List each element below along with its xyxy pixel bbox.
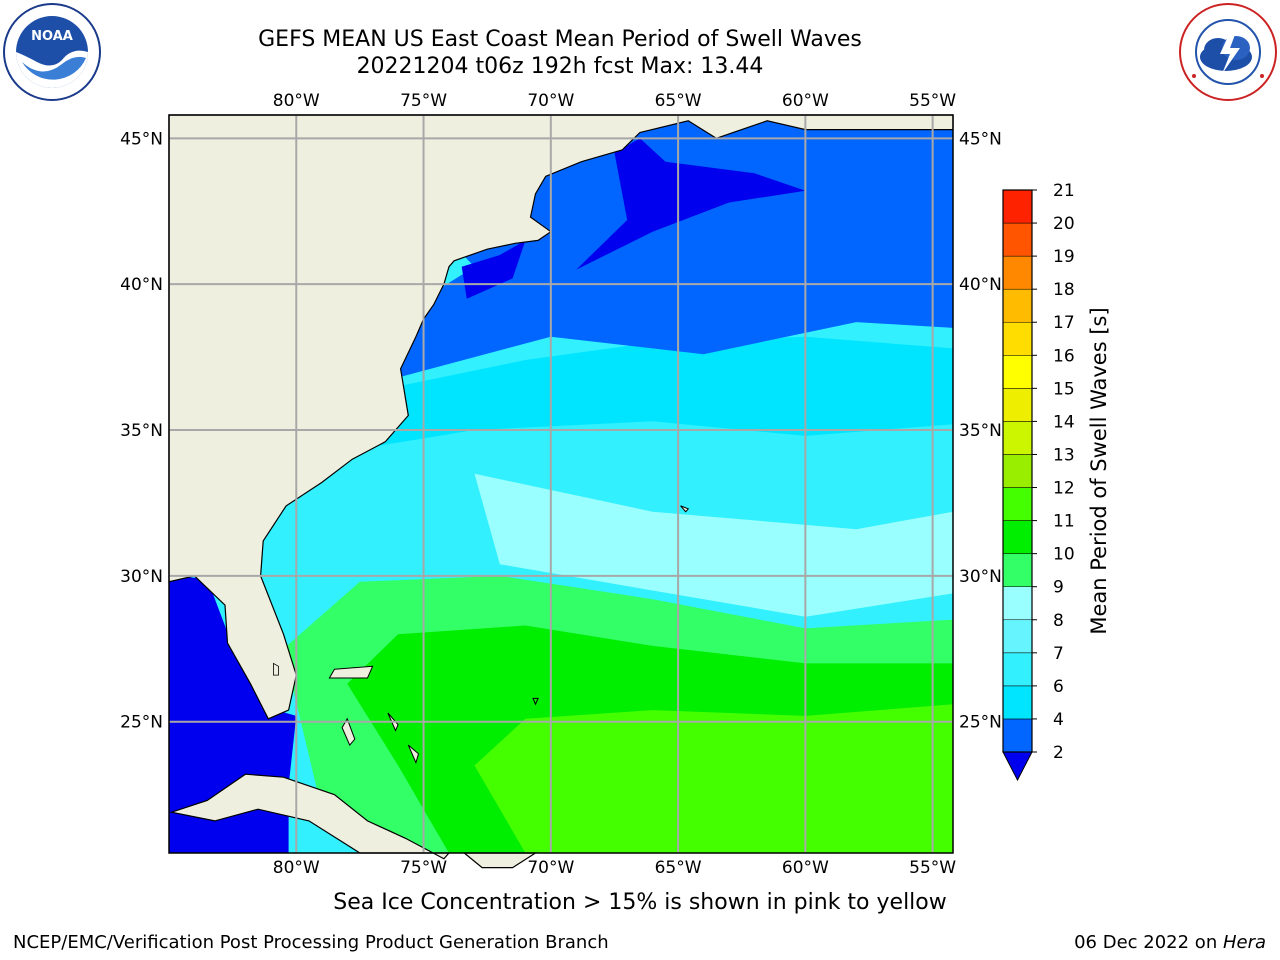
- colorbar-swatch: [1002, 553, 1033, 587]
- land-bahamas-3: [407, 744, 420, 765]
- colorbar-tick-label: 2: [1053, 743, 1064, 763]
- lat-tick-left: 45°N: [120, 129, 163, 149]
- lat-tick-left: 35°N: [120, 421, 163, 441]
- colorbar-tick-label: 8: [1053, 611, 1064, 631]
- land-bermuda: [680, 505, 690, 513]
- colorbar-swatch: [1002, 421, 1033, 455]
- swell-zone-low: [576, 138, 806, 270]
- lat-tick-left: 30°N: [120, 567, 163, 587]
- coast-outline-small: [532, 697, 539, 706]
- colorbar-swatch: [1002, 652, 1033, 687]
- lon-tick-top: 80°W: [273, 91, 320, 111]
- colorbar-tick-label: 11: [1053, 512, 1075, 532]
- land-hispaniola: [462, 852, 538, 869]
- land-bahamas-0: [328, 665, 374, 679]
- colorbar-tick-label: 10: [1053, 545, 1075, 565]
- colorbar-swatch: [1002, 685, 1033, 720]
- colorbar-extend-arrow: [1002, 751, 1033, 782]
- colorbar-tick-label: 21: [1053, 181, 1075, 201]
- colorbar-tick-label: 4: [1053, 710, 1064, 730]
- lat-tick-left: 40°N: [120, 275, 163, 295]
- colorbar-swatch: [1002, 454, 1033, 488]
- lon-tick-bottom: 75°W: [400, 858, 447, 878]
- lat-tick-right: 35°N: [959, 421, 1002, 441]
- colorbar-swatch: [1002, 487, 1033, 521]
- lon-tick-top: 55°W: [909, 91, 956, 111]
- lon-tick-bottom: 65°W: [655, 858, 702, 878]
- lon-tick-top: 70°W: [527, 91, 574, 111]
- footer-date: 06 Dec 2022 on Hera: [1074, 932, 1266, 953]
- colorbar-swatch: [1002, 189, 1033, 224]
- swell-zone-8: [474, 473, 953, 617]
- land-lake-okeechobee: [273, 662, 279, 676]
- colorbar-tick-label: 16: [1053, 346, 1075, 366]
- colorbar-swatch: [1002, 520, 1033, 554]
- land-north-america: [168, 114, 954, 720]
- nws-logo-icon: [1179, 3, 1277, 101]
- colorbar-swatch: [1002, 321, 1033, 356]
- colorbar-swatch: [1002, 355, 1033, 389]
- colorbar-swatch: [1002, 288, 1033, 323]
- colorbar-frame: [1002, 189, 1033, 753]
- colorbar-swatch: [1002, 388, 1033, 422]
- map-frame: [168, 114, 954, 854]
- colorbar-tick-label: 6: [1053, 677, 1064, 697]
- colorbar-tick-label: 17: [1053, 313, 1075, 333]
- chart-title: GEFS MEAN US East Coast Mean Period of S…: [258, 27, 862, 52]
- colorbar-tick-label: 9: [1053, 578, 1064, 598]
- colorbar-tick-label: 12: [1053, 479, 1075, 499]
- footer-credit: NCEP/EMC/Verification Post Processing Pr…: [13, 932, 609, 953]
- colorbar-tick-label: 7: [1053, 644, 1064, 664]
- lon-tick-top: 60°W: [782, 91, 829, 111]
- lon-tick-bottom: 70°W: [527, 858, 574, 878]
- footer-host: Hera: [1222, 932, 1266, 953]
- noaa-logo-icon: NOAA: [3, 3, 101, 101]
- lat-tick-right: 30°N: [959, 567, 1002, 587]
- colorbar-label: Mean Period of Swell Waves [s]: [1087, 307, 1111, 634]
- land-bahamas-1: [341, 717, 356, 747]
- colorbar-tick-label: 13: [1053, 445, 1075, 465]
- colorbar-tick-label: 19: [1053, 247, 1075, 267]
- noaa-logo-text: NOAA: [31, 29, 73, 44]
- colorbar-swatch: [1002, 718, 1033, 753]
- colorbar-tick-label: 18: [1053, 280, 1075, 300]
- lon-tick-bottom: 55°W: [909, 858, 956, 878]
- colorbar-swatch: [1002, 586, 1033, 621]
- colorbar-swatch: [1002, 619, 1033, 654]
- land-cuba: [169, 773, 451, 860]
- footer-date-text: 06 Dec 2022 on: [1074, 932, 1223, 953]
- lon-tick-bottom: 60°W: [782, 858, 829, 878]
- swell-zone-11: [474, 704, 953, 853]
- lat-tick-left: 25°N: [120, 713, 163, 733]
- colorbar-tick-label: 20: [1053, 214, 1075, 234]
- lon-tick-bottom: 80°W: [273, 858, 320, 878]
- colorbar-tick-label: 15: [1053, 379, 1075, 399]
- sea-ice-caption: Sea Ice Concentration > 15% is shown in …: [333, 890, 947, 915]
- lat-tick-right: 45°N: [959, 129, 1002, 149]
- lon-tick-top: 75°W: [400, 91, 447, 111]
- colorbar-swatch: [1002, 222, 1033, 257]
- lat-tick-right: 25°N: [959, 713, 1002, 733]
- colorbar-tick-label: 14: [1053, 412, 1075, 432]
- chart-subtitle: 20221204 t06z 192h fcst Max: 13.44: [356, 54, 764, 79]
- colorbar-swatch: [1002, 255, 1033, 290]
- lat-tick-right: 40°N: [959, 275, 1002, 295]
- lon-tick-top: 65°W: [655, 91, 702, 111]
- swell-zone-6: [296, 336, 953, 460]
